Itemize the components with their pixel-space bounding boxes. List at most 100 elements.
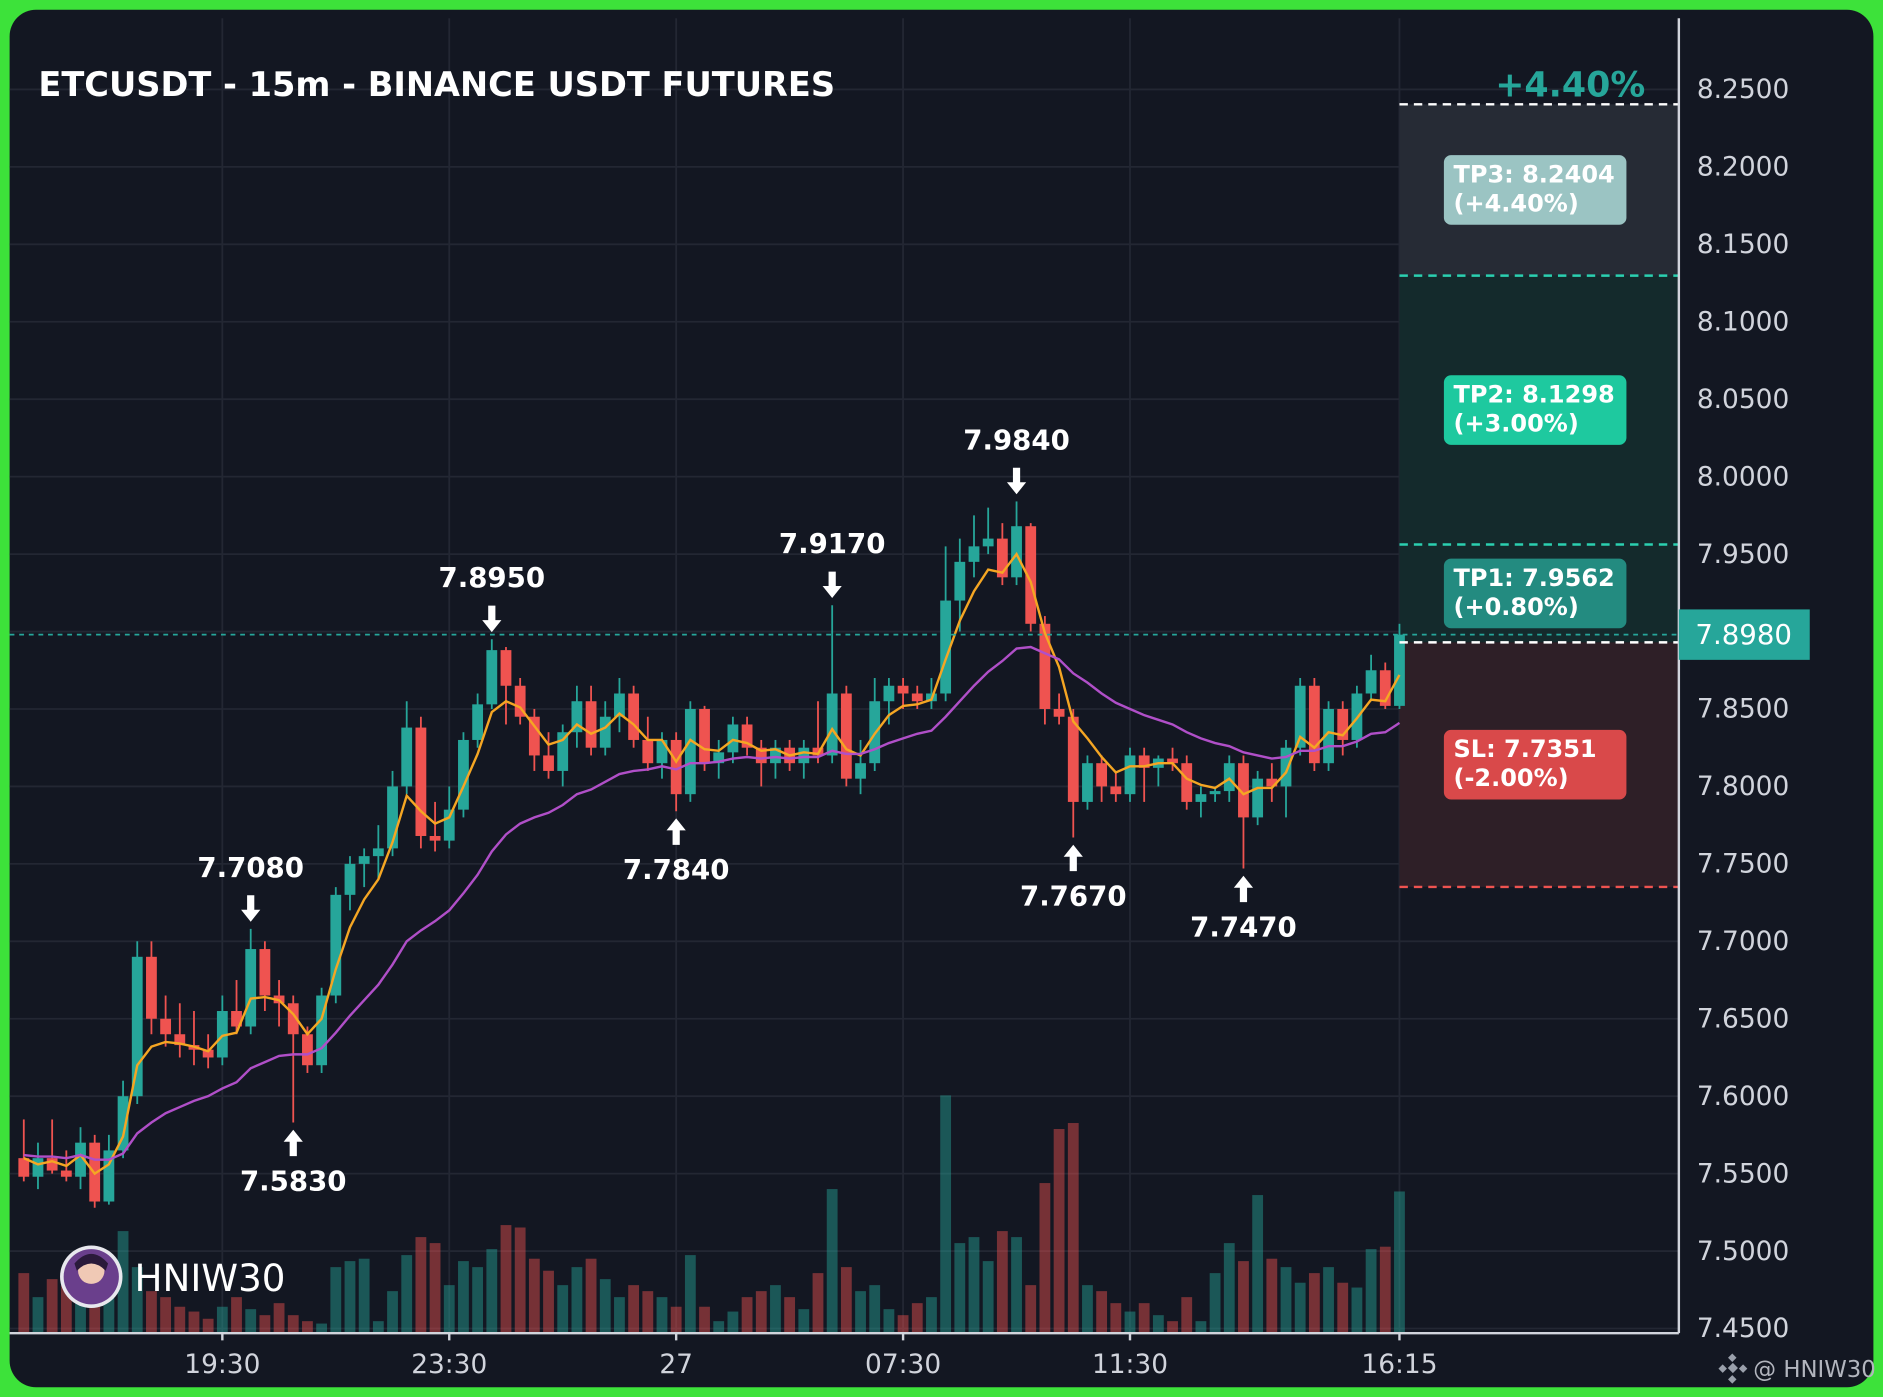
volume-bar xyxy=(897,1315,909,1334)
x-tick-label: 19:30 xyxy=(184,1349,260,1380)
candle-body xyxy=(514,685,526,717)
candle-body xyxy=(1181,763,1193,802)
target-percent: (-2.00%) xyxy=(1453,764,1568,792)
candle-body xyxy=(968,546,980,562)
candle-body xyxy=(1067,716,1079,802)
candle-body xyxy=(443,809,455,841)
annotation-arrow xyxy=(666,818,686,845)
candle-body xyxy=(798,747,810,764)
volume-bar xyxy=(1152,1315,1164,1334)
candle-body xyxy=(415,727,427,836)
y-tick-label: 8.1500 xyxy=(1697,229,1789,260)
volume-bar xyxy=(18,1273,30,1334)
candle-body xyxy=(855,763,866,779)
volume-bar xyxy=(1294,1282,1306,1334)
y-tick-label: 7.5500 xyxy=(1697,1158,1789,1189)
volume xyxy=(18,1095,1405,1334)
volume-bar xyxy=(543,1270,554,1334)
candle-body xyxy=(996,538,1008,578)
volume-bar xyxy=(755,1291,767,1334)
volume-bar xyxy=(117,1231,129,1334)
y-tick-label: 8.0000 xyxy=(1697,461,1789,492)
candle-body xyxy=(429,835,441,841)
candle-body xyxy=(1266,778,1278,787)
volume-bar xyxy=(202,1318,214,1334)
candle-body xyxy=(557,732,569,771)
y-tick-label: 7.8000 xyxy=(1697,771,1789,802)
candle-body xyxy=(302,1034,313,1066)
volume-bar xyxy=(1195,1321,1207,1334)
volume-bar xyxy=(642,1291,654,1334)
target-percent: (+3.00%) xyxy=(1453,409,1578,437)
candle-body xyxy=(656,739,668,764)
volume-bar xyxy=(1110,1303,1122,1334)
candle-body xyxy=(670,739,682,795)
candle-body xyxy=(1053,708,1065,717)
icon-right xyxy=(1738,1364,1748,1373)
volume-bar xyxy=(982,1261,994,1334)
candle-body xyxy=(614,693,625,717)
candle-body xyxy=(911,693,923,702)
candle-body xyxy=(599,716,611,748)
y-tick-label: 7.7500 xyxy=(1697,849,1789,880)
target-badge xyxy=(1443,729,1627,800)
volume-bar xyxy=(231,1297,242,1334)
annotation-arrow xyxy=(1063,844,1083,872)
candle-body xyxy=(1337,708,1349,740)
volume-bar xyxy=(770,1285,781,1334)
candle-body xyxy=(1209,791,1221,795)
y-tick-label: 7.9500 xyxy=(1697,539,1789,570)
candle-body xyxy=(330,894,342,996)
volume-bar xyxy=(1039,1183,1051,1334)
candle-body xyxy=(216,1011,228,1058)
candle-body xyxy=(1280,747,1292,787)
candle-body xyxy=(259,949,271,996)
volume-bar xyxy=(429,1243,441,1334)
volume-bar xyxy=(996,1231,1008,1334)
volume-bar xyxy=(713,1321,725,1334)
volume-bar xyxy=(1394,1191,1405,1334)
volume-bar xyxy=(60,1285,72,1334)
candle-body xyxy=(1039,623,1051,709)
candle-body xyxy=(316,995,328,1066)
candle-body xyxy=(954,561,966,601)
candle-body xyxy=(897,685,909,694)
annotation-arrow xyxy=(241,895,261,922)
x-tick-label: 27 xyxy=(659,1349,693,1380)
volume-bar xyxy=(1223,1243,1235,1334)
volume-bar xyxy=(146,1291,157,1334)
candle-body xyxy=(75,1142,86,1177)
icon-center xyxy=(1727,1362,1738,1374)
volume-bar xyxy=(245,1309,257,1334)
candle-body xyxy=(826,693,838,756)
volume-bar xyxy=(302,1321,313,1334)
volume-bar xyxy=(1351,1287,1363,1334)
candle-body xyxy=(1238,763,1249,818)
candle-body xyxy=(18,1158,30,1177)
credit: @ HNIW30 xyxy=(1753,1357,1876,1383)
volume-bar xyxy=(1011,1237,1022,1334)
volume-bar xyxy=(585,1258,597,1334)
volume-bar xyxy=(727,1311,739,1334)
volume-bar xyxy=(500,1225,512,1334)
candle-body xyxy=(571,701,583,733)
volume-bar xyxy=(855,1291,866,1334)
volume-bar xyxy=(75,1285,86,1334)
candle-body xyxy=(1252,778,1264,818)
avatar xyxy=(60,1245,123,1308)
volume-bar xyxy=(472,1267,484,1334)
indicator-line xyxy=(23,551,1401,1176)
y-tick-label: 8.2500 xyxy=(1697,74,1789,105)
overlay: TP3: 8.2404(+4.40%) TP2: 8.1298(+3.00%) TP… xyxy=(9,103,1679,1198)
volume-bar xyxy=(826,1189,838,1334)
candle-body xyxy=(60,1170,72,1177)
volume-bar xyxy=(557,1285,569,1334)
y-tick-label: 7.5000 xyxy=(1697,1236,1789,1267)
candle-body xyxy=(146,956,157,1019)
volume-bar xyxy=(869,1285,881,1334)
candle-body xyxy=(1096,763,1108,787)
volume-bar xyxy=(458,1261,469,1334)
candles xyxy=(18,501,1405,1208)
candle-body xyxy=(1124,755,1136,795)
